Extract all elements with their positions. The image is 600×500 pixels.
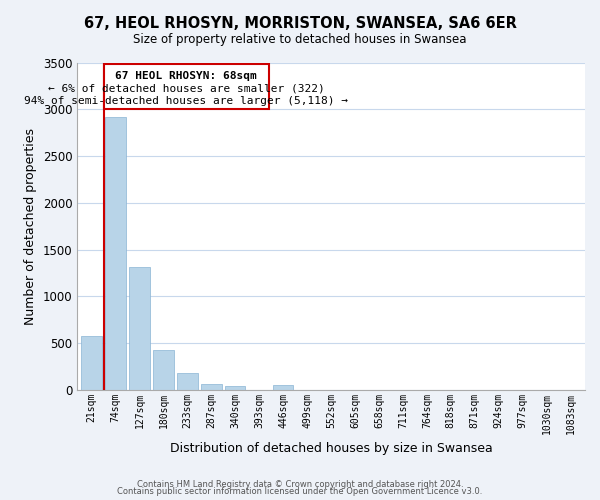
Y-axis label: Number of detached properties: Number of detached properties [24,128,37,324]
Bar [273,385,293,390]
Bar [106,116,126,390]
X-axis label: Distribution of detached houses by size in Swansea: Distribution of detached houses by size … [170,442,493,455]
Bar [82,336,102,390]
Text: Size of property relative to detached houses in Swansea: Size of property relative to detached ho… [133,32,467,46]
Bar [153,350,173,390]
Text: ← 6% of detached houses are smaller (322): ← 6% of detached houses are smaller (322… [48,84,325,94]
Bar [129,268,149,390]
Text: 67 HEOL RHOSYN: 68sqm: 67 HEOL RHOSYN: 68sqm [115,71,257,81]
Text: Contains public sector information licensed under the Open Government Licence v3: Contains public sector information licen… [118,488,482,496]
Text: 67, HEOL RHOSYN, MORRISTON, SWANSEA, SA6 6ER: 67, HEOL RHOSYN, MORRISTON, SWANSEA, SA6… [83,16,517,32]
Text: 94% of semi-detached houses are larger (5,118) →: 94% of semi-detached houses are larger (… [24,96,348,106]
Bar [177,374,197,390]
Bar [201,384,221,390]
FancyBboxPatch shape [104,64,269,110]
Bar [225,386,245,390]
Text: Contains HM Land Registry data © Crown copyright and database right 2024.: Contains HM Land Registry data © Crown c… [137,480,463,489]
